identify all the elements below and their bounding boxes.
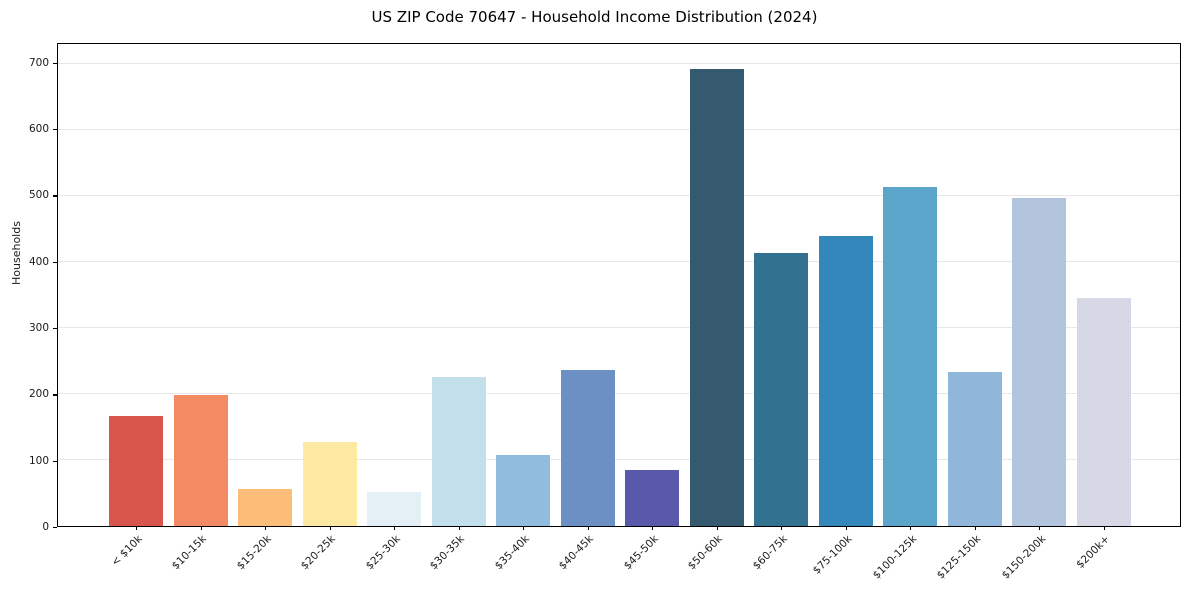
x-tick-mark bbox=[845, 526, 847, 530]
bar-slot-4: $20-25k bbox=[298, 44, 363, 572]
bar-$25-30k bbox=[367, 492, 422, 526]
x-tick-mark bbox=[523, 526, 525, 530]
bar-< $10k bbox=[109, 415, 164, 526]
y-tick-label: 200 bbox=[28, 388, 49, 401]
bar-$40-45k bbox=[560, 370, 615, 526]
gridline-200 bbox=[58, 392, 1180, 394]
bar-slot-11: $60-75k bbox=[749, 44, 814, 572]
x-tick-label: $60-75k bbox=[750, 533, 790, 573]
bar-slot-5: $25-30k bbox=[362, 44, 427, 572]
y-tick-mark bbox=[53, 261, 57, 263]
bar-slot-15: $150-200k bbox=[999, 44, 1072, 582]
bar-$15-20k bbox=[238, 489, 293, 526]
bar-$100-125k bbox=[883, 186, 938, 526]
bar-slot-13: $100-125k bbox=[870, 44, 943, 582]
gridline-300 bbox=[58, 326, 1180, 328]
gridline-100 bbox=[58, 458, 1180, 460]
x-tick-mark bbox=[587, 526, 589, 530]
x-tick-label: $75-100k bbox=[810, 533, 855, 577]
y-tick-mark bbox=[53, 527, 57, 529]
bar-slot-6: $30-35k bbox=[427, 44, 492, 572]
bar-$35-40k bbox=[496, 455, 551, 526]
y-tick-label: 500 bbox=[28, 189, 49, 202]
bar-slot-16: $200k+ bbox=[1072, 44, 1137, 571]
bars-layer: < $10k $10-15k $15-20k $20-25k $25-30k $30-35… bbox=[104, 44, 1137, 582]
x-tick-mark bbox=[1103, 526, 1105, 530]
x-tick-label: $15-20k bbox=[234, 533, 274, 573]
y-tick-mark bbox=[53, 460, 57, 462]
x-tick-mark bbox=[974, 526, 976, 530]
x-tick-mark bbox=[910, 526, 912, 530]
bar-$20-25k bbox=[302, 441, 357, 526]
x-tick-label: $30-35k bbox=[428, 533, 468, 573]
bar-$200k+ bbox=[1076, 297, 1131, 526]
x-tick-label: $20-25k bbox=[299, 533, 339, 573]
y-tick-mark bbox=[53, 195, 57, 197]
y-tick-label: 400 bbox=[28, 255, 49, 268]
x-tick-mark bbox=[781, 526, 783, 530]
y-tick-label: 0 bbox=[42, 521, 49, 533]
x-tick-label: $35-40k bbox=[492, 533, 532, 573]
bar-slot-8: $40-45k bbox=[556, 44, 621, 572]
bar-slot-3: $15-20k bbox=[233, 44, 298, 572]
bar-slot-14: $125-150k bbox=[935, 44, 1008, 582]
x-tick-label: $100-125k bbox=[870, 533, 919, 582]
x-tick-mark bbox=[716, 526, 718, 530]
y-axis-label: Households bbox=[10, 221, 23, 285]
bar-$10-15k bbox=[173, 395, 228, 526]
y-tick-label: 600 bbox=[28, 123, 49, 136]
y-tick-mark bbox=[53, 129, 57, 131]
bar-$45-50k bbox=[625, 469, 680, 526]
y-tick-label: 100 bbox=[28, 454, 49, 467]
bar-slot-12: $75-100k bbox=[810, 44, 879, 577]
bar-slot-7: $35-40k bbox=[491, 44, 556, 572]
y-tick-label: 300 bbox=[28, 322, 49, 335]
plot-area: < $10k $10-15k $15-20k $20-25k $25-30k $30-35… bbox=[57, 43, 1181, 582]
chart-title: US ZIP Code 70647 - Household Income Dis… bbox=[371, 8, 818, 26]
x-tick-mark bbox=[458, 526, 460, 530]
x-tick-mark bbox=[136, 526, 138, 530]
bar-slot-1: < $10k bbox=[104, 44, 169, 569]
x-tick-mark bbox=[200, 526, 202, 530]
bar-$125-150k bbox=[947, 372, 1002, 526]
y-tick-mark bbox=[53, 62, 57, 65]
x-tick-mark bbox=[394, 526, 396, 530]
y-tick-label: 700 bbox=[28, 56, 49, 69]
x-tick-label: $25-30k bbox=[363, 533, 403, 573]
gridline-500 bbox=[58, 194, 1180, 196]
bar-$75-100k bbox=[818, 236, 873, 526]
x-tick-mark bbox=[1039, 526, 1041, 530]
bar-$30-35k bbox=[431, 376, 486, 526]
bar-$150-200k bbox=[1012, 197, 1067, 526]
gridline-600 bbox=[58, 128, 1180, 130]
bar-$60-75k bbox=[754, 252, 809, 526]
x-tick-mark bbox=[265, 526, 267, 530]
x-tick-label: $10-15k bbox=[170, 533, 210, 573]
x-tick-label: $150-200k bbox=[999, 533, 1048, 582]
x-tick-label: $45-50k bbox=[621, 533, 661, 573]
x-tick-mark bbox=[652, 526, 654, 530]
x-tick-label: < $10k bbox=[109, 533, 145, 569]
gridline-400 bbox=[58, 260, 1180, 262]
bar-slot-9: $45-50k bbox=[620, 44, 685, 572]
y-tick-mark bbox=[53, 328, 57, 330]
gridline-700 bbox=[58, 62, 1180, 64]
x-tick-label: $125-150k bbox=[934, 533, 984, 582]
bar-$50-60k bbox=[689, 69, 744, 526]
bar-slot-10: $50-60k bbox=[685, 44, 750, 572]
bar-slot-2: $10-15k bbox=[169, 44, 234, 572]
x-tick-label: $40-45k bbox=[557, 533, 597, 573]
x-tick-mark bbox=[329, 526, 331, 530]
y-tick-mark bbox=[53, 394, 57, 396]
x-tick-label: $50-60k bbox=[686, 533, 726, 573]
x-tick-label: $200k+ bbox=[1074, 533, 1113, 571]
